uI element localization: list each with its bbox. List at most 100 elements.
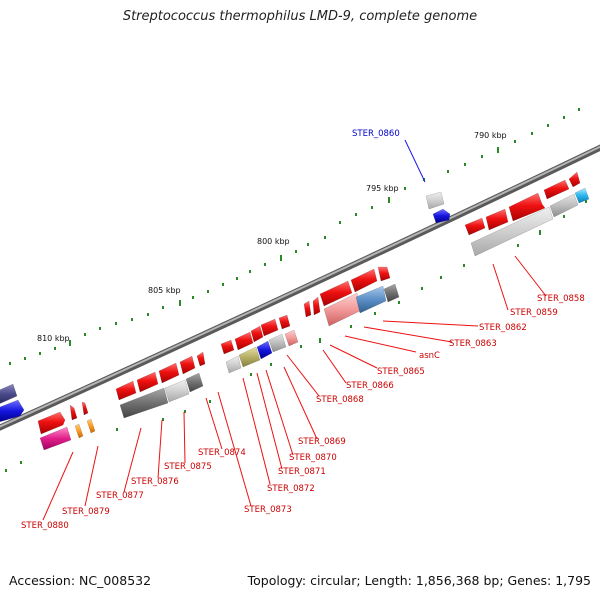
gene-label-ster-0869[interactable]: STER_0869 xyxy=(298,437,346,447)
gene-reverse[interactable] xyxy=(185,372,204,393)
scale-dot xyxy=(324,236,326,239)
scale-dot xyxy=(398,301,400,304)
gene-label-ster-0876[interactable]: STER_0876 xyxy=(131,477,179,487)
gene-reverse[interactable] xyxy=(74,423,84,439)
scale-dot xyxy=(162,306,164,309)
scale-ticks xyxy=(5,108,587,472)
gene-reverse[interactable] xyxy=(238,346,261,368)
scale-dot xyxy=(517,244,519,247)
gene-reverse[interactable] xyxy=(284,329,299,347)
gene-label-ster-0870[interactable]: STER_0870 xyxy=(289,453,337,463)
gene-forward[interactable] xyxy=(136,371,159,393)
gene-reverse[interactable] xyxy=(256,340,273,360)
gene-reverse[interactable] xyxy=(425,191,445,210)
gene-forward[interactable] xyxy=(0,399,25,422)
scale-major-tick xyxy=(388,197,390,203)
scale-major-tick xyxy=(179,300,181,306)
gene-forward[interactable] xyxy=(303,300,312,318)
gene-forward[interactable] xyxy=(196,351,206,367)
gene-forward[interactable] xyxy=(543,179,570,200)
gene-reverse[interactable] xyxy=(164,379,190,403)
gene-label-ster-0879[interactable]: STER_0879 xyxy=(62,507,110,517)
gene-forward[interactable] xyxy=(508,192,546,222)
scale-dot xyxy=(20,461,22,464)
scale-major-tick xyxy=(280,255,282,261)
gene-forward[interactable] xyxy=(234,331,254,351)
scale-major-tick xyxy=(497,147,499,153)
gene-label-ster-0863[interactable]: STER_0863 xyxy=(449,339,497,349)
gene-forward[interactable] xyxy=(312,296,321,316)
scale-dot xyxy=(421,287,423,290)
gene-label-ster-0858[interactable]: STER_0858 xyxy=(537,294,585,304)
scale-dot xyxy=(207,290,209,293)
gene-label-ster-0865[interactable]: STER_0865 xyxy=(377,367,425,377)
scale-dot xyxy=(514,140,516,143)
scale-dot xyxy=(162,418,164,421)
scale-dot xyxy=(116,428,118,431)
gene-reverse[interactable] xyxy=(225,355,242,374)
gene-label-ster-0871[interactable]: STER_0871 xyxy=(278,467,326,477)
gene-label-ster-0877[interactable]: STER_0877 xyxy=(96,491,144,501)
scale-dot xyxy=(481,155,483,158)
gene-reverse[interactable] xyxy=(119,387,169,419)
gene-label-ster-0866[interactable]: STER_0866 xyxy=(346,381,394,391)
gene-forward[interactable] xyxy=(250,325,264,343)
leader-lines xyxy=(42,255,547,521)
scale-labels: 790 kbp 795 kbp 800 kbp 805 kbp 810 kbp xyxy=(37,131,507,343)
gene-forward[interactable] xyxy=(158,362,180,384)
gene-reverse[interactable] xyxy=(549,193,579,218)
gene-reverse[interactable] xyxy=(268,333,287,353)
gene-reverse[interactable] xyxy=(39,426,72,451)
gene-forward[interactable] xyxy=(278,314,291,330)
scale-dot xyxy=(531,132,533,135)
scale-dot xyxy=(147,313,149,316)
gene-label-ster-0880[interactable]: STER_0880 xyxy=(21,521,69,531)
gene-ster-0860[interactable] xyxy=(432,208,451,224)
genome-backbone xyxy=(0,144,600,431)
gene-reverse[interactable] xyxy=(470,206,554,257)
gene-label-ster-0872[interactable]: STER_0872 xyxy=(267,484,315,494)
gene-reverse[interactable] xyxy=(0,383,18,404)
gene-forward[interactable] xyxy=(37,411,66,435)
gene-label-ster-0859[interactable]: STER_0859 xyxy=(510,308,558,318)
gene-forward[interactable] xyxy=(260,318,279,337)
gene-forward[interactable] xyxy=(81,401,89,416)
gene-forward[interactable] xyxy=(220,339,235,355)
gene-forward[interactable] xyxy=(319,280,353,307)
scale-dot xyxy=(463,264,465,267)
gene-label-ster-0873[interactable]: STER_0873 xyxy=(244,505,292,515)
scale-major-tick xyxy=(319,338,321,343)
scale-dot xyxy=(184,410,186,413)
genome-title: Streptococcus thermophilus LMD-9, comple… xyxy=(122,9,478,24)
gene-forward[interactable] xyxy=(350,268,378,293)
scale-dot xyxy=(295,250,297,253)
scale-dot xyxy=(563,215,565,218)
gene-reverse[interactable] xyxy=(383,283,400,303)
gene-reverse[interactable] xyxy=(86,418,96,434)
scale-dot xyxy=(54,347,56,350)
gene-forward[interactable] xyxy=(69,404,78,421)
gene-forward[interactable] xyxy=(485,208,509,231)
gene-forward[interactable] xyxy=(179,355,196,375)
gene-forward[interactable] xyxy=(377,266,391,282)
scale-label-795: 795 kbp xyxy=(366,184,399,193)
scale-dot xyxy=(84,333,86,336)
gene-reverse[interactable] xyxy=(355,285,387,314)
scale-dot xyxy=(371,206,373,209)
scale-dot xyxy=(115,322,117,325)
gene-label-asnc[interactable]: asnC xyxy=(419,351,440,361)
gene-label-ster-0868[interactable]: STER_0868 xyxy=(316,395,364,405)
scale-dot xyxy=(249,270,251,273)
gene-forward[interactable] xyxy=(464,217,486,236)
scale-dot xyxy=(563,116,565,119)
scale-dot xyxy=(447,170,449,173)
gene-label-ster-0862[interactable]: STER_0862 xyxy=(479,323,527,333)
gene-label-ster-0874[interactable]: STER_0874 xyxy=(198,448,246,458)
gene-label-ster-0875[interactable]: STER_0875 xyxy=(164,462,212,472)
gene-forward[interactable] xyxy=(115,380,137,401)
gene-forward[interactable] xyxy=(568,171,581,188)
scale-label-810: 810 kbp xyxy=(37,334,70,343)
gene-label-ster-0860[interactable]: STER_0860 xyxy=(352,129,400,139)
leader-line-blue xyxy=(404,139,426,183)
gene-reverse[interactable] xyxy=(574,187,590,204)
